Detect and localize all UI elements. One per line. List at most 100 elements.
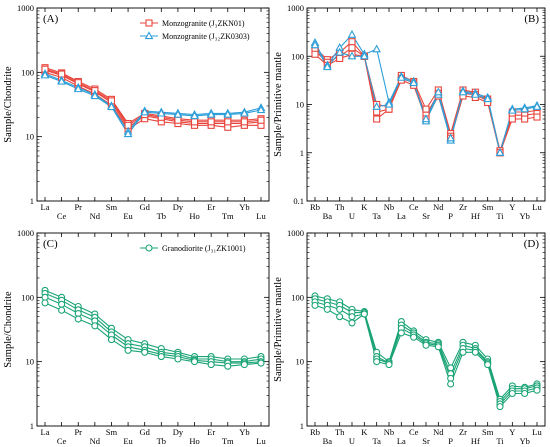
y-tick-label: 1000 <box>287 3 304 13</box>
x-tick-label: Dy <box>173 202 184 212</box>
x-tick-label: K <box>361 427 368 437</box>
data-point-triangle <box>190 111 199 120</box>
plot-frame <box>306 7 546 202</box>
x-tick-label: Nd <box>433 202 444 212</box>
data-point-triangle <box>256 105 266 114</box>
data-point-circle <box>360 310 368 318</box>
data-point-triangle <box>347 51 357 60</box>
x-tick-label: Yb <box>519 211 529 221</box>
data-point-triangle <box>206 109 216 118</box>
x-tick-label: Hf <box>471 436 480 446</box>
data-point-circle <box>58 300 66 308</box>
y-tick-label: 0.1 <box>293 196 304 206</box>
x-tick-label: Gd <box>139 427 150 437</box>
data-point-square <box>521 115 529 123</box>
x-tick-label: Nb <box>384 427 394 437</box>
data-point-square <box>533 113 541 121</box>
x-tick-label: Lu <box>532 427 542 437</box>
data-point-circle <box>207 361 215 369</box>
x-tick-label: Er <box>207 427 215 437</box>
legend-entry: Granodiorite (J₃₁ZK1001) <box>162 244 246 253</box>
data-point-circle <box>434 343 442 351</box>
panel-label: (A) <box>43 13 59 25</box>
data-point-triangle <box>90 91 100 100</box>
x-tick-label: Yb <box>519 436 529 446</box>
x-tick-label: Nd <box>90 211 101 221</box>
data-point-square <box>311 50 319 58</box>
series-line <box>314 47 538 154</box>
y-axis-label: Sample/Chondrite <box>3 66 14 143</box>
data-point-square <box>373 108 381 116</box>
y-tick-label: 10 <box>26 357 35 367</box>
y-tick-label: 100 <box>21 67 34 77</box>
data-point-triangle <box>508 105 517 114</box>
x-tick-label: Gd <box>139 202 150 212</box>
x-tick-label: Tb <box>157 211 166 221</box>
x-tick-label: Pr <box>74 427 82 437</box>
data-point-square <box>508 115 516 123</box>
data-point-circle <box>471 348 479 356</box>
data-point-triangle <box>173 109 183 118</box>
data-point-square <box>207 118 215 126</box>
x-tick-label: Zr <box>459 427 467 437</box>
y-tick-label: 1 <box>300 421 304 431</box>
x-tick-label: Pr <box>74 202 82 212</box>
x-tick-label: Ta <box>372 436 381 446</box>
y-tick-label: 1000 <box>287 228 304 238</box>
data-point-circle <box>58 306 66 314</box>
plot-frame <box>36 7 270 202</box>
data-point-square <box>145 19 153 27</box>
data-point-circle <box>141 348 149 356</box>
x-tick-label: Zr <box>459 202 467 212</box>
data-point-circle <box>521 389 529 398</box>
x-tick-label: Rb <box>310 202 320 212</box>
x-tick-label: Y <box>509 427 515 437</box>
x-tick-label: Ta <box>372 211 381 221</box>
x-tick-label: La <box>397 436 406 446</box>
data-point-circle <box>145 244 153 252</box>
x-tick-label: P <box>448 436 453 446</box>
y-tick-label: 1 <box>30 196 34 206</box>
data-point-circle <box>508 389 516 398</box>
x-tick-label: Ba <box>323 436 333 446</box>
x-tick-label: Eu <box>123 436 133 446</box>
data-point-square <box>373 115 381 123</box>
panel-b-spider-monzogranite: 0.1 1 10 100 1000 Sample/Primitive mantle RbBa… <box>273 3 546 221</box>
data-point-circle <box>336 305 344 313</box>
x-tick-label: Sr <box>422 211 430 221</box>
data-point-circle <box>385 361 393 369</box>
panel-a-ree-monzogranite: 1 10 100 1000 Sample/Chondrite La Ce Pr Nd Sm Eu Gd… <box>3 3 270 221</box>
y-tick-label: 1000 <box>17 228 34 238</box>
data-point-circle <box>496 403 504 411</box>
data-point-circle <box>397 329 405 337</box>
x-tick-label: Lu <box>256 436 266 446</box>
x-tick-label: Ti <box>496 436 504 446</box>
x-tick-label: U <box>349 436 355 446</box>
data-point-square <box>224 118 232 126</box>
data-point-circle <box>459 348 467 356</box>
data-point-triangle <box>310 40 320 49</box>
data-point-triangle <box>495 148 505 156</box>
y-tick-label: 10 <box>296 357 305 367</box>
data-point-circle <box>107 336 116 344</box>
data-point-triangle <box>156 108 166 117</box>
series-line <box>314 34 538 154</box>
legend-entry: Monzogranite (J₃₂ZK0303) <box>162 32 250 41</box>
x-tick-label: Ce <box>409 427 419 437</box>
panel-label: (C) <box>43 238 58 250</box>
panel-label: (B) <box>524 13 539 25</box>
data-point-triangle <box>532 101 542 110</box>
data-point-square <box>348 38 356 46</box>
data-point-circle <box>447 364 455 372</box>
x-tick-label: U <box>349 211 355 221</box>
data-point-triangle <box>347 29 357 38</box>
data-point-square <box>240 118 248 126</box>
x-tick-label: Eu <box>123 211 133 221</box>
x-tick-label: Sm <box>106 427 118 437</box>
data-point-circle <box>74 315 82 323</box>
x-tick-label: La <box>41 202 50 212</box>
x-tick-label: Tm <box>222 211 234 221</box>
x-tick-label: Rb <box>310 427 320 437</box>
y-tick-label: 10 <box>26 132 35 142</box>
